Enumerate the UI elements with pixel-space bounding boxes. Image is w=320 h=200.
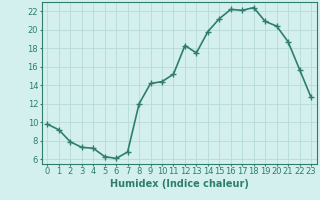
X-axis label: Humidex (Indice chaleur): Humidex (Indice chaleur) (110, 179, 249, 189)
